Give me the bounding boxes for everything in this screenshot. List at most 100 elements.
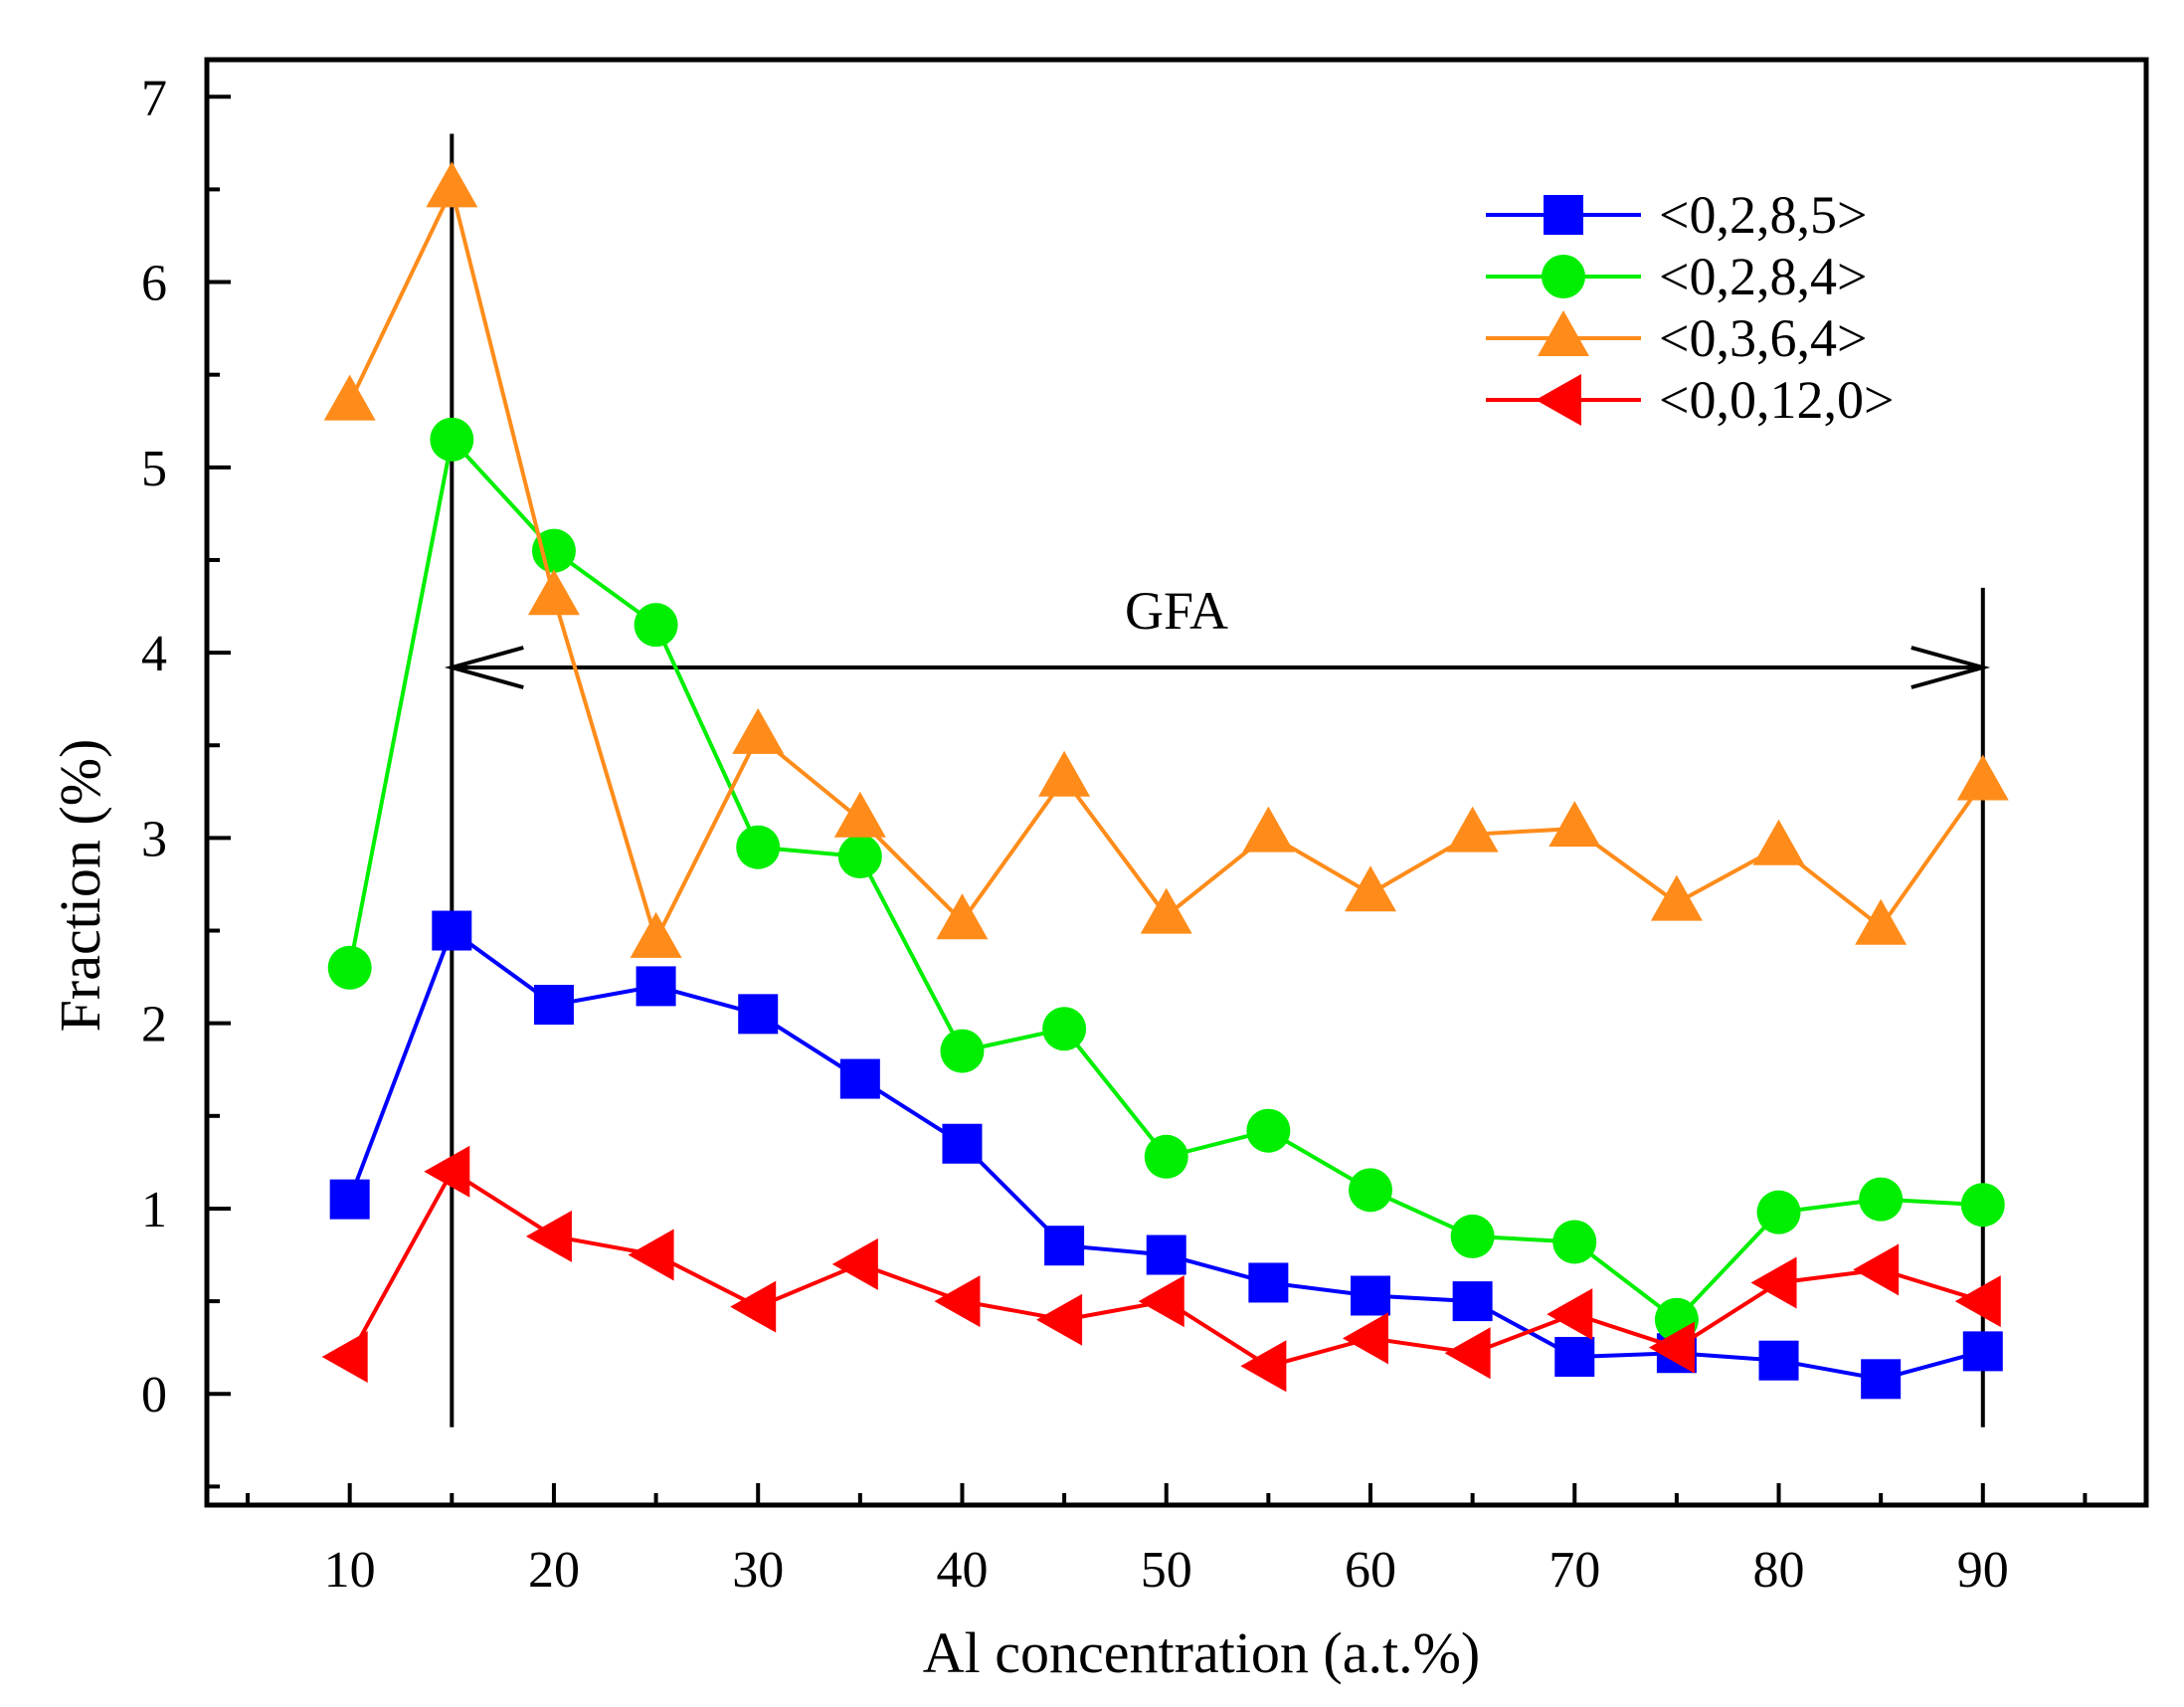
data-point (1351, 1275, 1390, 1316)
data-point (1042, 1007, 1087, 1051)
data-point (1036, 1293, 1083, 1346)
data-point (525, 1210, 572, 1262)
legend-label: <0,0,12,0> (1659, 370, 1894, 430)
data-point (630, 911, 682, 958)
data-point (738, 994, 779, 1035)
gfa-label: GFA (1125, 581, 1228, 641)
x-tick-label: 20 (528, 1542, 580, 1599)
x-tick-label: 30 (732, 1542, 784, 1599)
data-point (736, 825, 781, 869)
data-point (1044, 1226, 1085, 1266)
y-tick-label: 5 (141, 441, 167, 497)
series-4 (321, 1145, 2001, 1393)
plot-frame (204, 57, 2149, 1508)
data-point (942, 1123, 983, 1164)
x-tick-label: 60 (1345, 1542, 1396, 1599)
data-point (1960, 1183, 2005, 1228)
data-point (533, 985, 574, 1026)
data-point (527, 569, 580, 616)
data-point (1648, 1321, 1695, 1374)
legend-label: <0,2,8,5> (1659, 185, 1867, 245)
data-point (1446, 806, 1499, 853)
y-tick-label: 7 (141, 70, 167, 126)
legend-entry: <0,2,8,4> (1486, 247, 1867, 306)
data-point (1345, 865, 1396, 912)
data-point (1962, 1331, 2003, 1372)
data-point (432, 910, 472, 951)
data-point (329, 1179, 370, 1220)
data-point (1246, 1108, 1291, 1153)
data-point (1853, 1243, 1900, 1296)
legend: <0,2,8,5><0,2,8,4><0,3,6,4><0,0,12,0> (1486, 185, 1894, 430)
legend-marker (1538, 310, 1589, 356)
legend-entry: <0,3,6,4> (1486, 308, 1867, 368)
data-point (1343, 1312, 1388, 1365)
data-point (1552, 1220, 1597, 1264)
data-point (1859, 1177, 1904, 1222)
data-point (1146, 1234, 1186, 1275)
data-point (1144, 1134, 1188, 1179)
data-point (1750, 1256, 1797, 1309)
legend-label: <0,2,8,4> (1659, 247, 1867, 306)
data-point (833, 791, 886, 838)
legend-label: <0,3,6,4> (1659, 308, 1867, 368)
data-point (1349, 1168, 1392, 1213)
data-point (1240, 1340, 1287, 1393)
data-point (430, 417, 474, 462)
data-point (1138, 1275, 1184, 1328)
legend-marker (1536, 374, 1581, 426)
data-point (1444, 1327, 1491, 1380)
gfa-arrow-head-left (444, 646, 524, 689)
legend-entry: <0,2,8,5> (1486, 185, 1867, 245)
data-point (1547, 1288, 1593, 1341)
data-point (327, 945, 372, 990)
data-point (628, 1229, 674, 1281)
plot-series (321, 161, 2009, 1400)
y-tick-label: 4 (141, 626, 167, 682)
axes: 10 20 30 40 50 60 70 80 90 0 1 2 3 4 5 6 7 (141, 57, 2149, 1599)
data-point (837, 835, 882, 879)
series-2 (327, 417, 2005, 1342)
data-point (1038, 750, 1091, 797)
data-point (839, 1058, 880, 1099)
data-point (732, 707, 785, 754)
data-point (934, 1275, 981, 1328)
data-point (321, 1330, 368, 1383)
data-point (531, 528, 576, 573)
x-tick-label: 40 (936, 1542, 988, 1599)
data-point (634, 603, 678, 648)
data-point (1954, 1275, 2001, 1328)
data-point (424, 1145, 470, 1198)
data-point (1140, 887, 1192, 934)
legend-marker (1544, 195, 1583, 235)
x-tick-label: 90 (1957, 1542, 2009, 1599)
data-point (1242, 806, 1295, 853)
series-3 (323, 161, 2009, 958)
data-point (1752, 819, 1805, 865)
data-point (1554, 1336, 1595, 1377)
data-point (323, 374, 376, 421)
x-tick-label: 70 (1548, 1542, 1600, 1599)
legend-marker (1542, 255, 1585, 298)
data-point (1450, 1214, 1495, 1258)
x-tick-label: 10 (324, 1542, 376, 1599)
data-point (1861, 1359, 1902, 1400)
y-tick-label: 1 (141, 1182, 167, 1238)
data-point (426, 161, 478, 208)
x-tick-label: 80 (1753, 1542, 1805, 1599)
data-point (831, 1237, 878, 1290)
data-point (940, 1029, 985, 1073)
data-point (1650, 874, 1703, 921)
data-point (1758, 1340, 1799, 1381)
x-axis-title: Al concentration (a.t.%) (923, 1620, 1480, 1685)
y-axis-title: Fraction (%) (48, 739, 112, 1033)
y-tick-label: 2 (141, 997, 167, 1053)
gfa-arrow-head-right (1911, 646, 1991, 689)
data-point (1248, 1262, 1289, 1303)
data-point (1756, 1190, 1801, 1234)
data-point (1855, 898, 1908, 945)
data-point (1452, 1281, 1493, 1322)
data-point (636, 966, 676, 1007)
